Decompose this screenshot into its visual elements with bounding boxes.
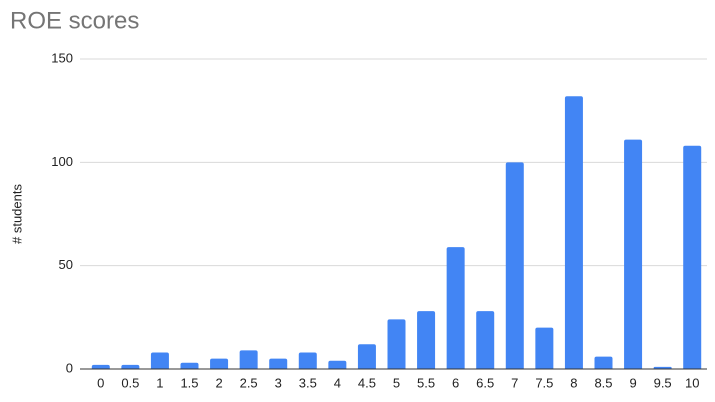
bar [239,350,258,369]
bar [180,362,199,369]
x-tick-label: 3 [275,375,282,390]
chart-title: ROE scores [10,7,139,34]
y-axis-label: # students [9,184,24,244]
x-tick-label: 5 [393,375,400,390]
bar [357,344,376,369]
bar [476,311,495,369]
x-tick-label: 2 [215,375,222,390]
x-tick-label: 8 [570,375,577,390]
bar [624,139,643,369]
bar [564,96,583,369]
x-tick-label: 6 [452,375,459,390]
x-tick-label: 7.5 [535,375,553,390]
bar [121,364,140,369]
y-tick-label: 50 [59,257,73,272]
x-tick-label: 0 [97,375,104,390]
x-tick-label: 9.5 [654,375,672,390]
bar [535,327,554,369]
x-tick-label: 6.5 [476,375,494,390]
bar [446,247,465,369]
bar [150,352,169,369]
x-tick-label: 2.5 [240,375,258,390]
x-tick-label: 7 [511,375,518,390]
x-tick-label: 0.5 [121,375,139,390]
x-tick-label: 5.5 [417,375,435,390]
x-tick-label: 9 [629,375,636,390]
x-tick-label: 4.5 [358,375,376,390]
bar [91,364,110,369]
bar [210,358,229,369]
x-tick-label: 1.5 [180,375,198,390]
bar [417,311,436,369]
bar [298,352,317,369]
bar [328,360,347,369]
x-tick-label: 4 [334,375,341,390]
y-tick-label: 100 [51,154,73,169]
bar [505,162,524,369]
y-tick-label: 0 [66,360,73,375]
bar [269,358,288,369]
x-tick-label: 1 [156,375,163,390]
x-tick-label: 10 [685,375,699,390]
bar [653,366,672,369]
y-tick-label: 150 [51,50,73,65]
x-tick-label: 3.5 [299,375,317,390]
x-tick-label: 8.5 [594,375,612,390]
bar [594,356,613,369]
bar [683,145,702,369]
bar [387,319,406,369]
